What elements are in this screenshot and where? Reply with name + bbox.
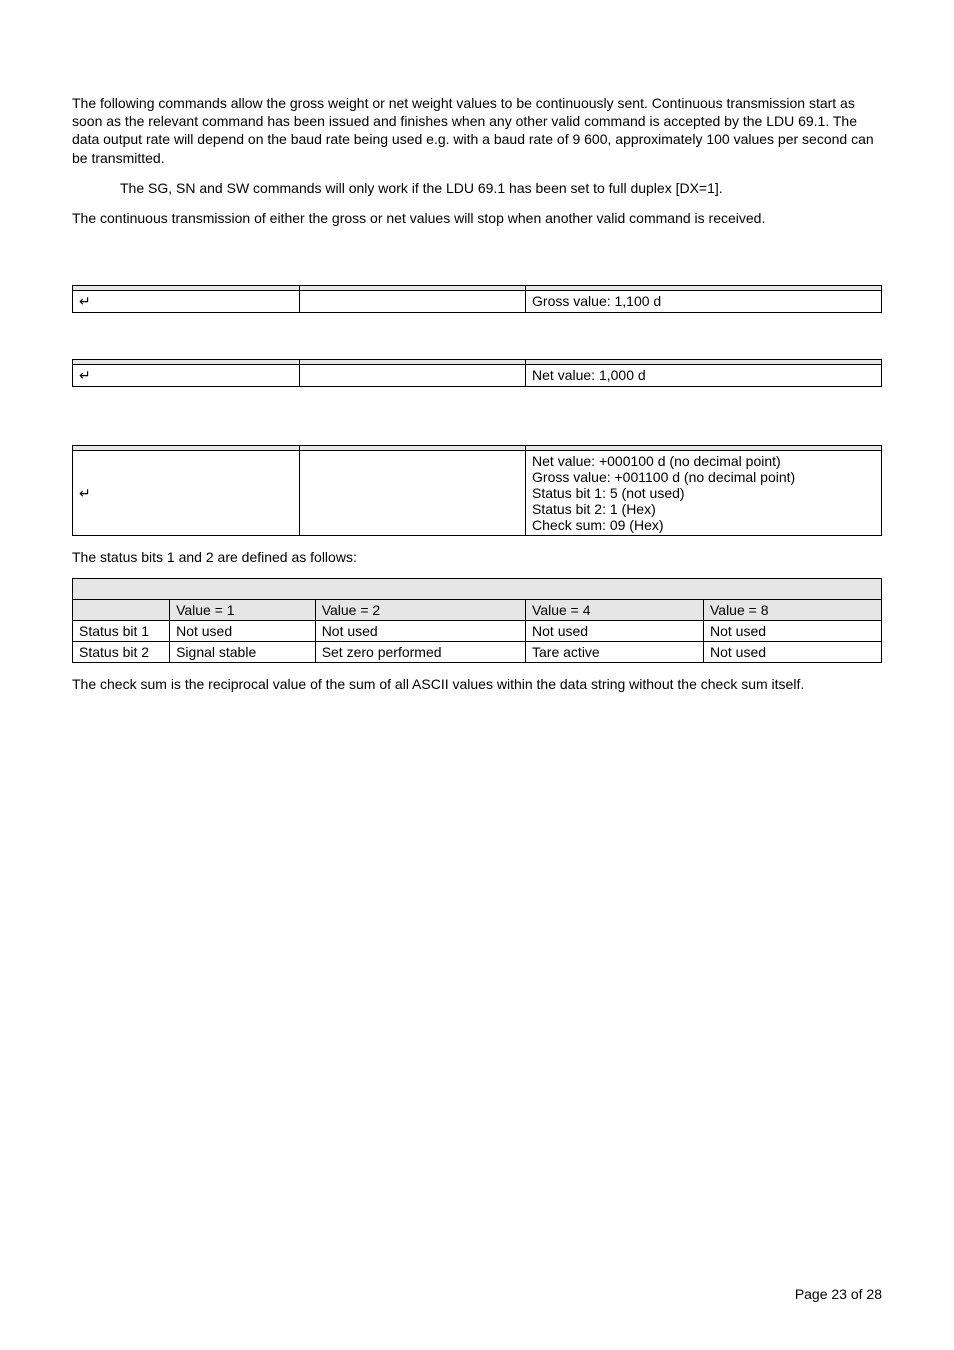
table2-c1 (299, 365, 526, 387)
table1-c0: ↵ (73, 291, 300, 313)
table3-line2: Status bit 1: 5 (not used) (532, 485, 875, 501)
status-r0c2: Not used (315, 621, 525, 642)
table-multi-value: ↵ Net value: +000100 d (no decimal point… (72, 445, 882, 536)
paragraph-3: The continuous transmission of either th… (72, 209, 882, 227)
table-gross-value: ↵ Gross value: 1,100 d (72, 285, 882, 313)
table3-c1 (299, 451, 526, 536)
table-status-bits: Value = 1 Value = 2 Value = 4 Value = 8 … (72, 578, 882, 663)
status-h3: Value = 4 (526, 600, 704, 621)
status-h4: Value = 8 (703, 600, 881, 621)
status-r0c3: Not used (526, 621, 704, 642)
table3-c0: ↵ (73, 451, 300, 536)
paragraph-2: The SG, SN and SW commands will only wor… (72, 179, 882, 197)
status-h-top (73, 579, 882, 600)
paragraph-1: The following commands allow the gross w… (72, 94, 882, 167)
status-r0c4: Not used (703, 621, 881, 642)
table3-line4: Check sum: 09 (Hex) (532, 517, 875, 533)
table1-c2: Gross value: 1,100 d (526, 291, 882, 313)
table-net-value: ↵ Net value: 1,000 d (72, 359, 882, 387)
table3-line3: Status bit 2: 1 (Hex) (532, 501, 875, 517)
status-h1: Value = 1 (170, 600, 316, 621)
table2-c0: ↵ (73, 365, 300, 387)
status-r1c3: Tare active (526, 642, 704, 663)
table2-c2: Net value: 1,000 d (526, 365, 882, 387)
status-r1c4: Not used (703, 642, 881, 663)
table3-line0: Net value: +000100 d (no decimal point) (532, 453, 875, 469)
table3-c2: Net value: +000100 d (no decimal point) … (526, 451, 882, 536)
status-h0 (73, 600, 170, 621)
table1-c1 (299, 291, 526, 313)
status-r1c0: Status bit 2 (73, 642, 170, 663)
paragraph-5: The check sum is the reciprocal value of… (72, 675, 882, 693)
status-r0c1: Not used (170, 621, 316, 642)
table3-line1: Gross value: +001100 d (no decimal point… (532, 469, 875, 485)
page-footer: Page 23 of 28 (795, 1286, 882, 1302)
status-r1c1: Signal stable (170, 642, 316, 663)
status-r1c2: Set zero performed (315, 642, 525, 663)
status-h2: Value = 2 (315, 600, 525, 621)
paragraph-4: The status bits 1 and 2 are defined as f… (72, 548, 882, 566)
status-r0c0: Status bit 1 (73, 621, 170, 642)
